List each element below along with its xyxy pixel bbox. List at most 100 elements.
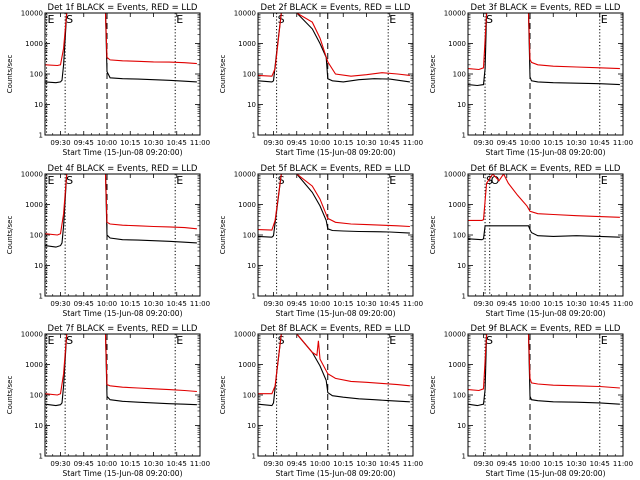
detector-panel: Det 1f BLACK = Events, RED = LLD Counts/s… xyxy=(6,3,210,157)
plot-frame xyxy=(467,12,624,136)
x-tick-label: 10:15 xyxy=(543,300,563,308)
detector-panel: Det 6f BLACK = Events, RED = LLD Counts/s… xyxy=(429,164,633,318)
event-marker-label: E xyxy=(601,13,608,26)
events-series-line xyxy=(468,225,620,241)
y-tick-label: 1 xyxy=(252,293,256,301)
x-tick-label: 10:30 xyxy=(143,300,163,308)
x-tick-label: 10:00 xyxy=(310,460,330,468)
event-marker-label: E xyxy=(389,13,396,26)
x-tick-label: 09:30 xyxy=(263,139,283,147)
x-tick-label: 10:45 xyxy=(380,139,400,147)
plot-frame xyxy=(44,173,201,297)
y-axis-label: Counts/sec xyxy=(429,55,437,94)
x-tick-label: 10:45 xyxy=(167,300,187,308)
x-axis-label: Start Time (15-Jun-08 09:20:00) xyxy=(486,309,606,318)
x-tick-label: 11:00 xyxy=(190,139,210,147)
lld-series-line xyxy=(258,174,410,231)
event-marker-label: E xyxy=(48,174,55,187)
y-axis-label: Counts/sec xyxy=(429,376,437,415)
event-marker-label: E xyxy=(176,334,183,347)
x-tick-label: 09:45 xyxy=(74,460,94,468)
event-marker-label: S xyxy=(486,334,493,347)
x-tick-label: 09:45 xyxy=(497,300,517,308)
y-tick-label: 10 xyxy=(457,262,466,270)
x-tick-label: 10:00 xyxy=(520,300,540,308)
y-tick-label: 1 xyxy=(462,453,466,461)
y-tick-label: 1 xyxy=(252,453,256,461)
panel-title: Det 2f BLACK = Events, RED = LLD xyxy=(261,3,411,13)
event-marker-label: E xyxy=(48,334,55,347)
event-marker-label: E xyxy=(389,334,396,347)
x-axis-label: Start Time (15-Jun-08 09:20:00) xyxy=(276,469,396,478)
panel-title: Det 1f BLACK = Events, RED = LLD xyxy=(48,3,198,13)
x-axis-label: Start Time (15-Jun-08 09:20:00) xyxy=(63,469,183,478)
x-axis-label: Start Time (15-Jun-08 09:20:00) xyxy=(276,309,396,318)
events-series-line xyxy=(258,174,410,238)
x-tick-label: 10:00 xyxy=(310,139,330,147)
y-axis-label: Counts/sec xyxy=(219,376,227,415)
y-tick-label: 10000 xyxy=(234,171,256,179)
x-tick-label: 10:15 xyxy=(333,460,353,468)
y-tick-label: 100 xyxy=(243,71,256,79)
y-tick-label: 10000 xyxy=(444,331,466,339)
event-marker-label: S xyxy=(486,13,493,26)
x-tick-label: 11:00 xyxy=(403,300,423,308)
x-tick-label: 10:15 xyxy=(120,460,140,468)
y-axis-label: Counts/sec xyxy=(6,55,14,94)
x-tick-label: 10:00 xyxy=(520,460,540,468)
event-marker-label: E xyxy=(176,174,183,187)
x-axis-label: Start Time (15-Jun-08 09:20:00) xyxy=(276,148,396,157)
x-axis-label: Start Time (15-Jun-08 09:20:00) xyxy=(486,148,606,157)
x-tick-label: 10:15 xyxy=(333,139,353,147)
y-tick-label: 100 xyxy=(30,232,43,240)
y-tick-label: 10 xyxy=(457,101,466,109)
x-tick-label: 11:00 xyxy=(190,300,210,308)
x-tick-label: 09:45 xyxy=(74,139,94,147)
x-tick-label: 10:30 xyxy=(566,300,586,308)
y-tick-label: 1000 xyxy=(25,40,43,48)
x-tick-label: 11:00 xyxy=(613,300,633,308)
x-tick-label: 10:30 xyxy=(143,139,163,147)
x-tick-label: 11:00 xyxy=(403,139,423,147)
x-tick-label: 11:00 xyxy=(403,460,423,468)
event-marker-label: S xyxy=(66,334,73,347)
y-tick-label: 10000 xyxy=(234,331,256,339)
y-tick-label: 10000 xyxy=(234,10,256,18)
detector-panel: Det 7f BLACK = Events, RED = LLD Counts/s… xyxy=(6,324,210,478)
y-tick-label: 1 xyxy=(252,132,256,140)
y-tick-label: 100 xyxy=(453,71,466,79)
x-axis-label: Start Time (15-Jun-08 09:20:00) xyxy=(486,469,606,478)
x-tick-label: 10:30 xyxy=(356,460,376,468)
x-tick-label: 09:45 xyxy=(287,139,307,147)
panel-title: Det 3f BLACK = Events, RED = LLD xyxy=(471,3,621,13)
lld-series-line xyxy=(468,334,620,392)
events-series-line xyxy=(45,13,197,84)
x-tick-label: 09:30 xyxy=(50,139,70,147)
x-tick-label: 09:45 xyxy=(287,460,307,468)
x-tick-label: 10:15 xyxy=(543,460,563,468)
events-series-line xyxy=(468,334,620,407)
detector-panel: Det 8f BLACK = Events, RED = LLD Counts/s… xyxy=(219,324,423,478)
x-tick-label: 10:45 xyxy=(167,139,187,147)
event-marker-label: S xyxy=(66,174,73,187)
event-marker-label: E xyxy=(601,334,608,347)
panel-title: Det 4f BLACK = Events, RED = LLD xyxy=(48,164,198,174)
panel-title: Det 9f BLACK = Events, RED = LLD xyxy=(471,324,621,334)
x-tick-label: 10:30 xyxy=(356,139,376,147)
x-tick-label: 10:30 xyxy=(566,460,586,468)
y-tick-label: 1 xyxy=(39,293,43,301)
detector-panel: Det 4f BLACK = Events, RED = LLD Counts/s… xyxy=(6,164,210,318)
x-tick-label: 10:00 xyxy=(310,300,330,308)
x-tick-label: 10:45 xyxy=(590,300,610,308)
y-tick-label: 10 xyxy=(247,422,256,430)
x-tick-label: 10:45 xyxy=(167,460,187,468)
event-marker-label: S xyxy=(66,13,73,26)
y-tick-label: 10 xyxy=(457,422,466,430)
plot-frame xyxy=(467,173,624,297)
y-axis-label: Counts/sec xyxy=(429,216,437,255)
lld-series-line xyxy=(45,334,197,396)
detector-panel: Det 2f BLACK = Events, RED = LLD Counts/s… xyxy=(219,3,423,157)
x-tick-label: 09:30 xyxy=(50,300,70,308)
x-tick-label: 10:00 xyxy=(97,460,117,468)
